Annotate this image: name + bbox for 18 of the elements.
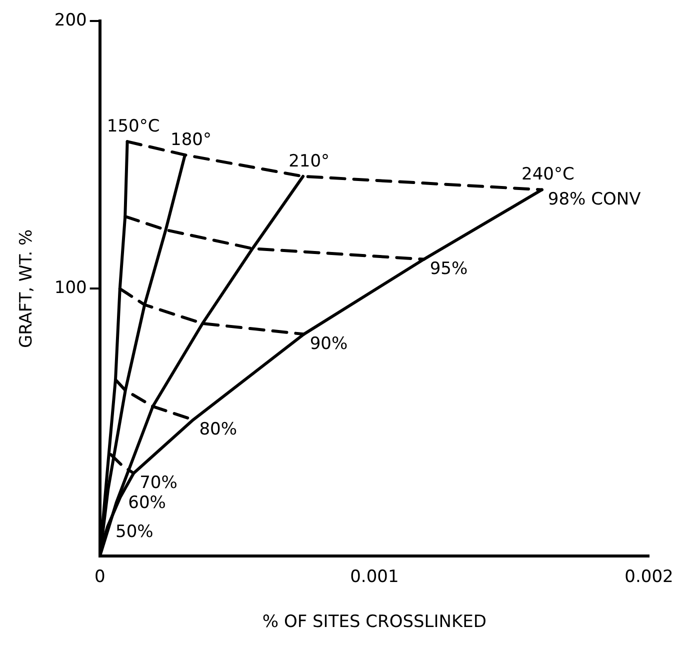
y-tick-label: 200 — [54, 10, 87, 31]
x-tick-label: 0.002 — [624, 566, 674, 587]
y-tick-label: 100 — [54, 278, 87, 298]
series-label: 98% CONV — [548, 190, 642, 210]
series-label: 95% — [430, 259, 468, 280]
series-label: 80% — [199, 420, 237, 440]
annotation: 50% — [116, 522, 154, 542]
series-label: 210° — [288, 151, 330, 172]
annotation: 60% — [128, 492, 166, 513]
series-label: 150°C — [106, 116, 160, 136]
series-label: 70% — [140, 473, 178, 494]
y-axis-title: GRAFT, WT. % — [16, 229, 37, 348]
series-label: 180° — [170, 130, 212, 150]
series-label: 240°C — [522, 164, 574, 185]
x-tick-label: 0.001 — [350, 566, 399, 587]
series-label: 90% — [310, 334, 348, 354]
x-tick-label: 0 — [94, 566, 106, 587]
x-axis-title: % OF SITES CROSSLINKED — [262, 612, 486, 632]
